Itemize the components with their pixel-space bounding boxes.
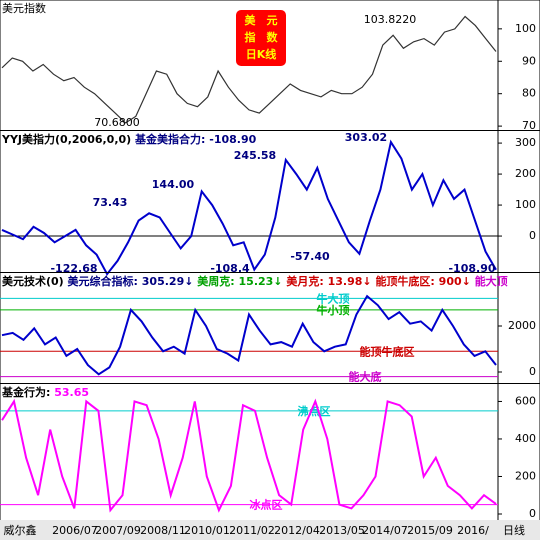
header-segment: 能大顶	[475, 274, 508, 288]
annotation: -108.4	[210, 262, 250, 275]
y-tick-label: 100	[515, 198, 536, 211]
panel-header: YYJ美指力(0,2006,0,0) 基金美指合力: -108.90	[1, 132, 257, 146]
badge-text: 日K线	[246, 47, 277, 61]
header-segment: YYJ美指力(0,2006,0,0)	[1, 132, 131, 146]
series-line	[1, 294, 497, 376]
annotation: -108.90	[448, 262, 495, 275]
y-tick-label: 600	[515, 394, 536, 407]
badge-text: 指 数	[245, 30, 279, 44]
x-tick-label: 2016/	[457, 524, 489, 537]
x-tick-label: 2014/07	[362, 524, 408, 537]
annotation: -57.40	[290, 250, 330, 263]
y-tick-label: 80	[522, 87, 536, 100]
header-segment: 美周克: 15.23↓	[197, 274, 286, 288]
x-tick-label: 2006/07	[52, 524, 98, 537]
x-tick-label: 2013/05	[319, 524, 365, 537]
annotation: 103.8220	[364, 13, 417, 26]
y-tick-label: 300	[515, 136, 536, 149]
y-tick-label: 0	[529, 365, 536, 378]
annotation: 303.02	[345, 131, 387, 144]
x-tick-label: 威尔鑫	[4, 523, 37, 537]
annotation: -122.68	[50, 262, 97, 275]
x-tick-label: 2010/01	[184, 524, 230, 537]
ref-label: 冰点区	[250, 498, 283, 512]
series-line	[1, 398, 497, 513]
header-segment: 美元指数	[2, 1, 46, 15]
x-axis-bar	[0, 520, 540, 540]
header-segment: 能顶牛底区: 900↓	[375, 274, 474, 288]
ref-label: 牛小顶	[317, 303, 350, 317]
y-tick-label: 200	[515, 469, 536, 482]
y-tick-label: 0	[529, 229, 536, 242]
series-line	[1, 139, 497, 276]
y-tick-label: 400	[515, 432, 536, 445]
header-segment: 53.65	[54, 386, 89, 399]
panel-header: 美元指数	[2, 1, 46, 15]
ref-label: 能大底	[349, 370, 382, 384]
y-tick-label: 70	[522, 119, 536, 132]
ref-label: 沸点区	[298, 404, 331, 418]
annotation: 70.6800	[94, 116, 140, 129]
y-tick-label: 2000	[508, 319, 536, 332]
header-segment: 美元综合指标: 305.29↓	[68, 274, 198, 288]
y-tick-label: 100	[515, 22, 536, 35]
ref-label: 牛大顶	[317, 291, 350, 305]
x-tick-label: 2008/11	[140, 524, 186, 537]
series-line	[1, 15, 497, 124]
x-tick-label: 2007/09	[95, 524, 141, 537]
badge-text: 美 元	[245, 13, 278, 27]
header-segment: 美月克: 13.98↓	[286, 274, 375, 288]
panel-header: 基金行为: 53.65	[1, 385, 89, 399]
x-tick-label: 日线	[503, 523, 525, 537]
annotation: 245.58	[234, 149, 276, 162]
y-tick-label: 0	[529, 507, 536, 520]
panel-header: 美元技术(0) 美元综合指标: 305.29↓ 美周克: 15.23↓ 美月克:…	[2, 274, 508, 288]
header-segment: 美元技术(0)	[2, 274, 68, 288]
header-segment: 基金行为:	[1, 385, 54, 399]
x-tick-label: 2015/09	[407, 524, 453, 537]
annotation: 144.00	[152, 178, 195, 191]
x-tick-label: 2011/02	[229, 524, 275, 537]
annotation: 73.43	[93, 196, 128, 209]
y-tick-label: 200	[515, 167, 536, 180]
ref-label: 能顶牛底区	[360, 344, 415, 358]
x-tick-label: 2012/04	[274, 524, 320, 537]
header-segment: 基金美指合力: -108.90	[131, 132, 256, 146]
badge	[236, 10, 286, 66]
y-tick-label: 90	[522, 54, 536, 67]
